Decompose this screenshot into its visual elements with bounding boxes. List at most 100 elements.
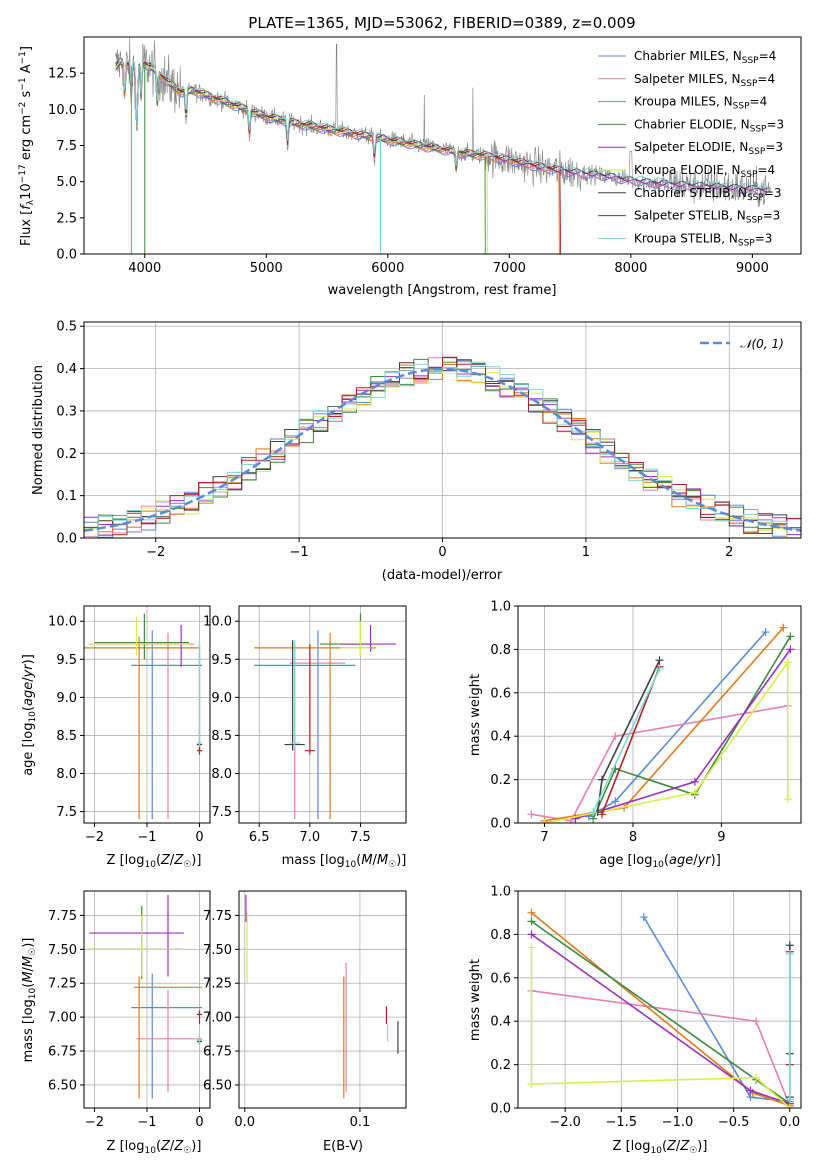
age_vs_mass-plot-area [254, 613, 396, 820]
normal-reference-curve [84, 367, 801, 532]
x-tick-label: −1.5 [606, 1115, 638, 1130]
weight_vs_age-plot-area [527, 623, 795, 823]
spectrum-title: PLATE=1365, MJD=53062, FIBERID=0389, z=0… [248, 14, 635, 32]
x-tick-label: 7000 [493, 261, 526, 276]
x-tick-label: 0 [438, 545, 446, 560]
y-tick-label: 0.2 [490, 1058, 511, 1073]
weight-series-5 [530, 947, 791, 1108]
weight-marker [527, 908, 536, 917]
legend-entry: Salpeter ELODIE, NSSP=3 [634, 140, 783, 157]
x-tick-label: 0 [195, 830, 203, 845]
spectrum-plot-area [115, 37, 771, 254]
legend-entry: 𝒩(0, 1) [740, 337, 784, 351]
weight-marker [527, 1080, 536, 1089]
y-tick-label: 7.5 [56, 805, 77, 820]
weight-marker [690, 788, 699, 797]
weight-marker [783, 795, 792, 804]
x-tick-label: 2 [725, 545, 733, 560]
y-tick-label: 0.8 [490, 928, 511, 943]
weight-marker [785, 1095, 794, 1104]
x-tick-label: 9000 [736, 261, 769, 276]
weight-marker [598, 810, 607, 819]
weight_vs_Z-grid [518, 890, 801, 1109]
y-tick-label: 7.00 [203, 1011, 232, 1026]
x-tick-label: 6.5 [249, 830, 270, 845]
y-tick-label: 1.0 [490, 885, 511, 900]
weight-series-3 [592, 635, 792, 820]
residuals-panel: −2 −1 0 1 2 0.0 0.1 0.2 0.3 0.4 0.5 𝒩(0, 1) (data-m… [31, 320, 802, 583]
spectrum-panel: PLATE=1365, MJD=53062, FIBERID=0389, z=0… [18, 14, 802, 298]
weight-marker [527, 930, 536, 939]
x-tick-label: −1 [290, 545, 309, 560]
weight-vs-metallicity-ylabel: mass weight [468, 959, 483, 1041]
weight-marker [655, 664, 664, 673]
y-tick-label: 0.2 [56, 447, 77, 462]
errorbar-point [319, 613, 371, 656]
weight-marker [785, 949, 794, 958]
weight-marker [540, 819, 549, 823]
legend-entry: Chabrier MILES, NSSP=4 [634, 49, 776, 66]
model-spectrum-2 [115, 63, 560, 254]
y-tick-label: 0.8 [490, 643, 511, 658]
y-tick-label: 0.3 [56, 404, 77, 419]
residuals-xlabel: (data-model)/error [382, 568, 503, 583]
weight-marker [761, 628, 770, 637]
x-tick-label: −1.0 [662, 1115, 694, 1130]
x-tick-label: 7.0 [300, 830, 321, 845]
errorbar-point [131, 630, 203, 820]
weight-marker [746, 1086, 755, 1095]
y-tick-label: 9.5 [211, 653, 232, 668]
weight-series-5 [544, 659, 789, 823]
weight-marker [690, 777, 699, 786]
x-tick-label: 1 [582, 545, 590, 560]
y-tick-label: 7.5 [211, 805, 232, 820]
y-tick-label: 0.0 [490, 817, 511, 832]
mass_vs_ebv-frame [238, 890, 407, 1109]
errorbar-point [254, 632, 376, 820]
y-tick-label: 0.4 [56, 362, 77, 377]
errorbar-point [196, 640, 203, 747]
model-spectrum-3 [115, 61, 486, 254]
y-tick-label: 7.50 [203, 943, 232, 958]
y-tick-label: 10.0 [48, 103, 77, 118]
y-tick-label: 7.5 [56, 139, 77, 154]
age-vs-metallicity-xlabel: Z [log10(Z/Z☉)] [107, 853, 202, 870]
y-tick-label: 0.6 [490, 971, 511, 986]
errorbar-point [304, 644, 315, 755]
y-tick-label: 7.75 [48, 909, 77, 924]
weight-marker [527, 943, 536, 952]
spectrum-xlabel: wavelength [Angstrom, rest frame] [328, 283, 557, 298]
y-tick-label: 9.0 [211, 691, 232, 706]
weight_vs_age-frame [517, 605, 802, 824]
x-tick-label: 0.1 [350, 1115, 371, 1130]
legend-entry: Kroupa MILES, NSSP=4 [634, 95, 767, 112]
errorbar-point [131, 973, 203, 1099]
y-tick-label: 0.0 [490, 1102, 511, 1117]
mass-vs-extinction-panel: 0.0 0.1 6.50 6.75 7.00 7.25 7.50 7.75 [203, 890, 407, 1130]
mass_vs_ebv-plot-area [245, 895, 399, 1099]
weight-series-3 [531, 920, 791, 1105]
weight-marker [598, 775, 607, 784]
legend-entry: Chabrier STELIB, NSSP=3 [634, 186, 782, 203]
y-tick-label: 6.50 [48, 1078, 77, 1093]
legend-entry: Salpeter STELIB, NSSP=3 [634, 209, 780, 226]
age-vs-mass-xlabel: mass [log10(M/M☉)] [282, 853, 407, 870]
weight-marker [527, 810, 536, 819]
weight-marker [752, 1017, 761, 1026]
y-tick-label: 7.25 [203, 977, 232, 992]
legend-entry: Kroupa ELODIE, NSSP=4 [634, 163, 775, 180]
y-tick-label: 7.50 [48, 943, 77, 958]
weight-marker [752, 1073, 761, 1082]
y-tick-label: 2.5 [56, 211, 77, 226]
y-tick-label: 0.0 [56, 532, 77, 547]
x-tick-label: −2 [85, 1115, 104, 1130]
age_vs_Z-grid [84, 606, 210, 823]
y-tick-label: 0.6 [490, 686, 511, 701]
errorbar-point [89, 895, 184, 977]
errorbar-point [94, 613, 189, 660]
mass-vs-extinction-xlabel: E(B-V) [323, 1139, 363, 1154]
x-tick-label: −1 [137, 830, 156, 845]
weight-vs-age-xlabel: age [log10(age/yr)] [599, 853, 721, 870]
y-tick-label: 5.0 [56, 175, 77, 190]
residuals-plot-area [84, 356, 801, 538]
